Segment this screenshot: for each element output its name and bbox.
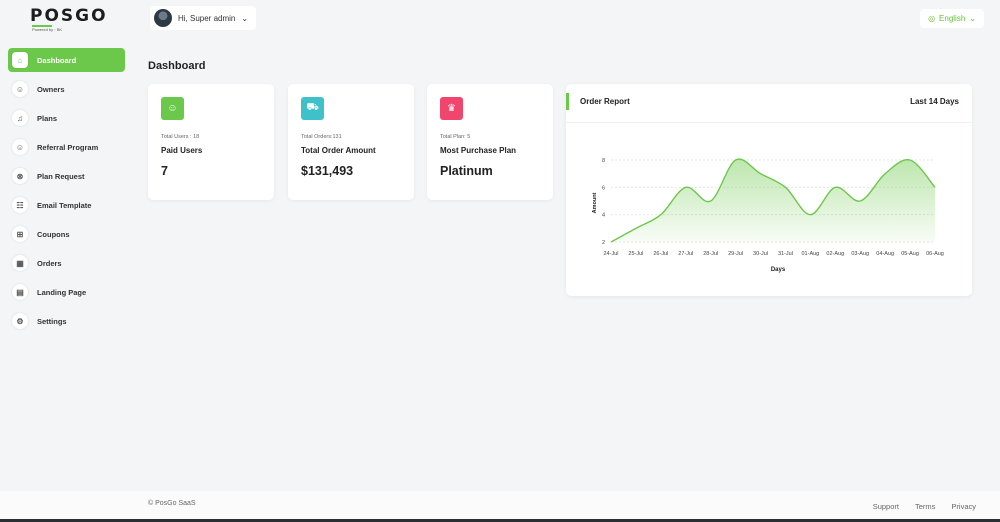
users-icon: ☺ [161,97,184,120]
calendar-icon: ▦ [12,255,28,271]
stat-label: Total Order Amount [301,146,376,155]
sidebar-item-coupons[interactable]: ⊞ Coupons [8,222,125,246]
sidebar-item-label: Dashboard [37,55,77,65]
globe-icon: ◎ [928,14,936,23]
sidebar-item-label: Plans [37,113,58,123]
stat-value: 7 [161,164,168,178]
sidebar-item-landing-page[interactable]: ▤ Landing Page [8,280,125,304]
x-axis-label: Days [771,267,786,273]
terms-link[interactable]: Terms [914,502,936,511]
sidebar-item-label: Owners [37,84,65,94]
top-bar: POSGO Powered by ◦ BK Hi, Super admin ⌄ … [0,0,1000,40]
y-tick-label: 2 [602,240,605,246]
gift-icon: ⊞ [12,226,28,242]
privacy-link[interactable]: Privacy [951,502,976,511]
x-tick-label: 29-Jul [728,251,743,257]
posgo-logo[interactable]: POSGO Powered by ◦ BK [30,6,110,33]
x-tick-label: 03-Aug [851,251,869,257]
sidebar-item-plan-request[interactable]: ⊗ Plan Request [8,164,125,188]
sidebar-item-label: Referral Program [37,142,99,152]
sidebar-item-label: Orders [37,258,62,268]
x-tick-label: 04-Aug [876,251,894,257]
y-tick-label: 8 [602,158,605,164]
order-amount-card: ⛟ Total Orders:131 Total Order Amount $1… [288,84,414,200]
stat-label: Paid Users [161,146,203,155]
sidebar-item-dashboard[interactable]: ⌂ Dashboard [8,48,125,72]
x-tick-label: 30-Jul [753,251,768,257]
x-tick-label: 25-Jul [628,251,643,257]
page-icon: ▤ [12,284,28,300]
x-tick-label: 26-Jul [653,251,668,257]
x-tick-label: 01-Aug [802,251,820,257]
order-report-card: Order Report Last 14 Days 2 4 6 8 24-Jul 25-J… [566,84,972,296]
chevron-down-icon: ⌄ [241,13,249,23]
footer: © PosGo SaaS Support Terms Privacy [0,491,1000,519]
sidebar-item-plans[interactable]: ♫ Plans [8,106,125,130]
x-tick-label: 06-Aug [926,251,944,257]
template-icon: ☷ [12,197,28,213]
logo-subtext: Powered by ◦ BK [32,27,63,32]
chevron-down-icon: ⌄ [969,14,976,23]
page-title: Dashboard [148,60,206,72]
x-tick-label: 05-Aug [901,251,919,257]
report-title: Order Report [580,97,630,106]
purchase-plan-card: ♛ Total Plan: 5 Most Purchase Plan Plati… [427,84,553,200]
stat-caption: Total Plan: 5 [440,134,471,140]
stat-value: $131,493 [301,164,354,178]
stat-caption: Total Orders:131 [301,134,342,140]
logo-underline [32,25,52,27]
stat-label: Most Purchase Plan [440,146,517,155]
area-fill [611,159,935,242]
sidebar-item-email-template[interactable]: ☷ Email Template [8,193,125,217]
sidebar: ⌂ Dashboard ☺ Owners ♫ Plans ☺ Referral … [0,48,132,338]
language-label: English [939,14,966,23]
logo-text: POSGO [30,6,108,26]
sidebar-item-orders[interactable]: ▦ Orders [8,251,125,275]
user-greeting: Hi, Super admin [178,13,236,23]
sidebar-item-owners[interactable]: ☺ Owners [8,77,125,101]
sidebar-item-referral-program[interactable]: ☺ Referral Program [8,135,125,159]
stat-value: Platinum [440,164,493,178]
x-tick-label: 02-Aug [826,251,844,257]
trophy-icon: ♛ [440,97,463,120]
report-range[interactable]: Last 14 Days [910,97,959,106]
x-tick-label: 28-Jul [703,251,718,257]
series-line [610,158,936,243]
order-report-chart: 2 4 6 8 24-Jul 25-Jul 26-Jul 27-Jul 28-Jul 29-Jul… [592,158,944,273]
sidebar-item-label: Landing Page [37,287,87,297]
language-selector[interactable]: ◎ English ⌄ [920,9,984,28]
paid-users-card: ☺ Total Users : 18 Paid Users 7 [148,84,274,200]
cart-icon: ⛟ [301,97,324,120]
gear-icon: ⚙ [12,313,28,329]
bottom-border [0,519,1000,522]
referral-icon: ☺ [12,139,28,155]
sidebar-item-label: Email Template [37,200,92,210]
footer-links: Support Terms Privacy [873,502,976,511]
x-tick-label: 27-Jul [678,251,693,257]
y-tick-label: 6 [602,185,605,191]
y-tick-label: 4 [602,213,605,219]
sidebar-item-settings[interactable]: ⚙ Settings [8,309,125,333]
accent-bar [566,93,569,110]
stat-caption: Total Users : 18 [161,134,200,140]
support-link[interactable]: Support [872,502,899,511]
avatar [154,9,172,27]
circle-icon: ⊗ [12,168,28,184]
home-icon: ⌂ [12,52,28,68]
users-icon: ☺ [12,81,28,97]
sidebar-item-label: Settings [37,316,67,326]
user-menu[interactable]: Hi, Super admin ⌄ [150,6,257,30]
copyright: © PosGo SaaS [148,500,196,507]
sidebar-item-label: Plan Request [37,171,85,181]
bell-icon: ♫ [12,110,28,126]
divider [566,122,972,123]
y-axis-label: Amount [592,192,598,213]
x-tick-label: 24-Jul [604,251,619,257]
sidebar-item-label: Coupons [37,229,70,239]
x-tick-label: 31-Jul [778,251,793,257]
